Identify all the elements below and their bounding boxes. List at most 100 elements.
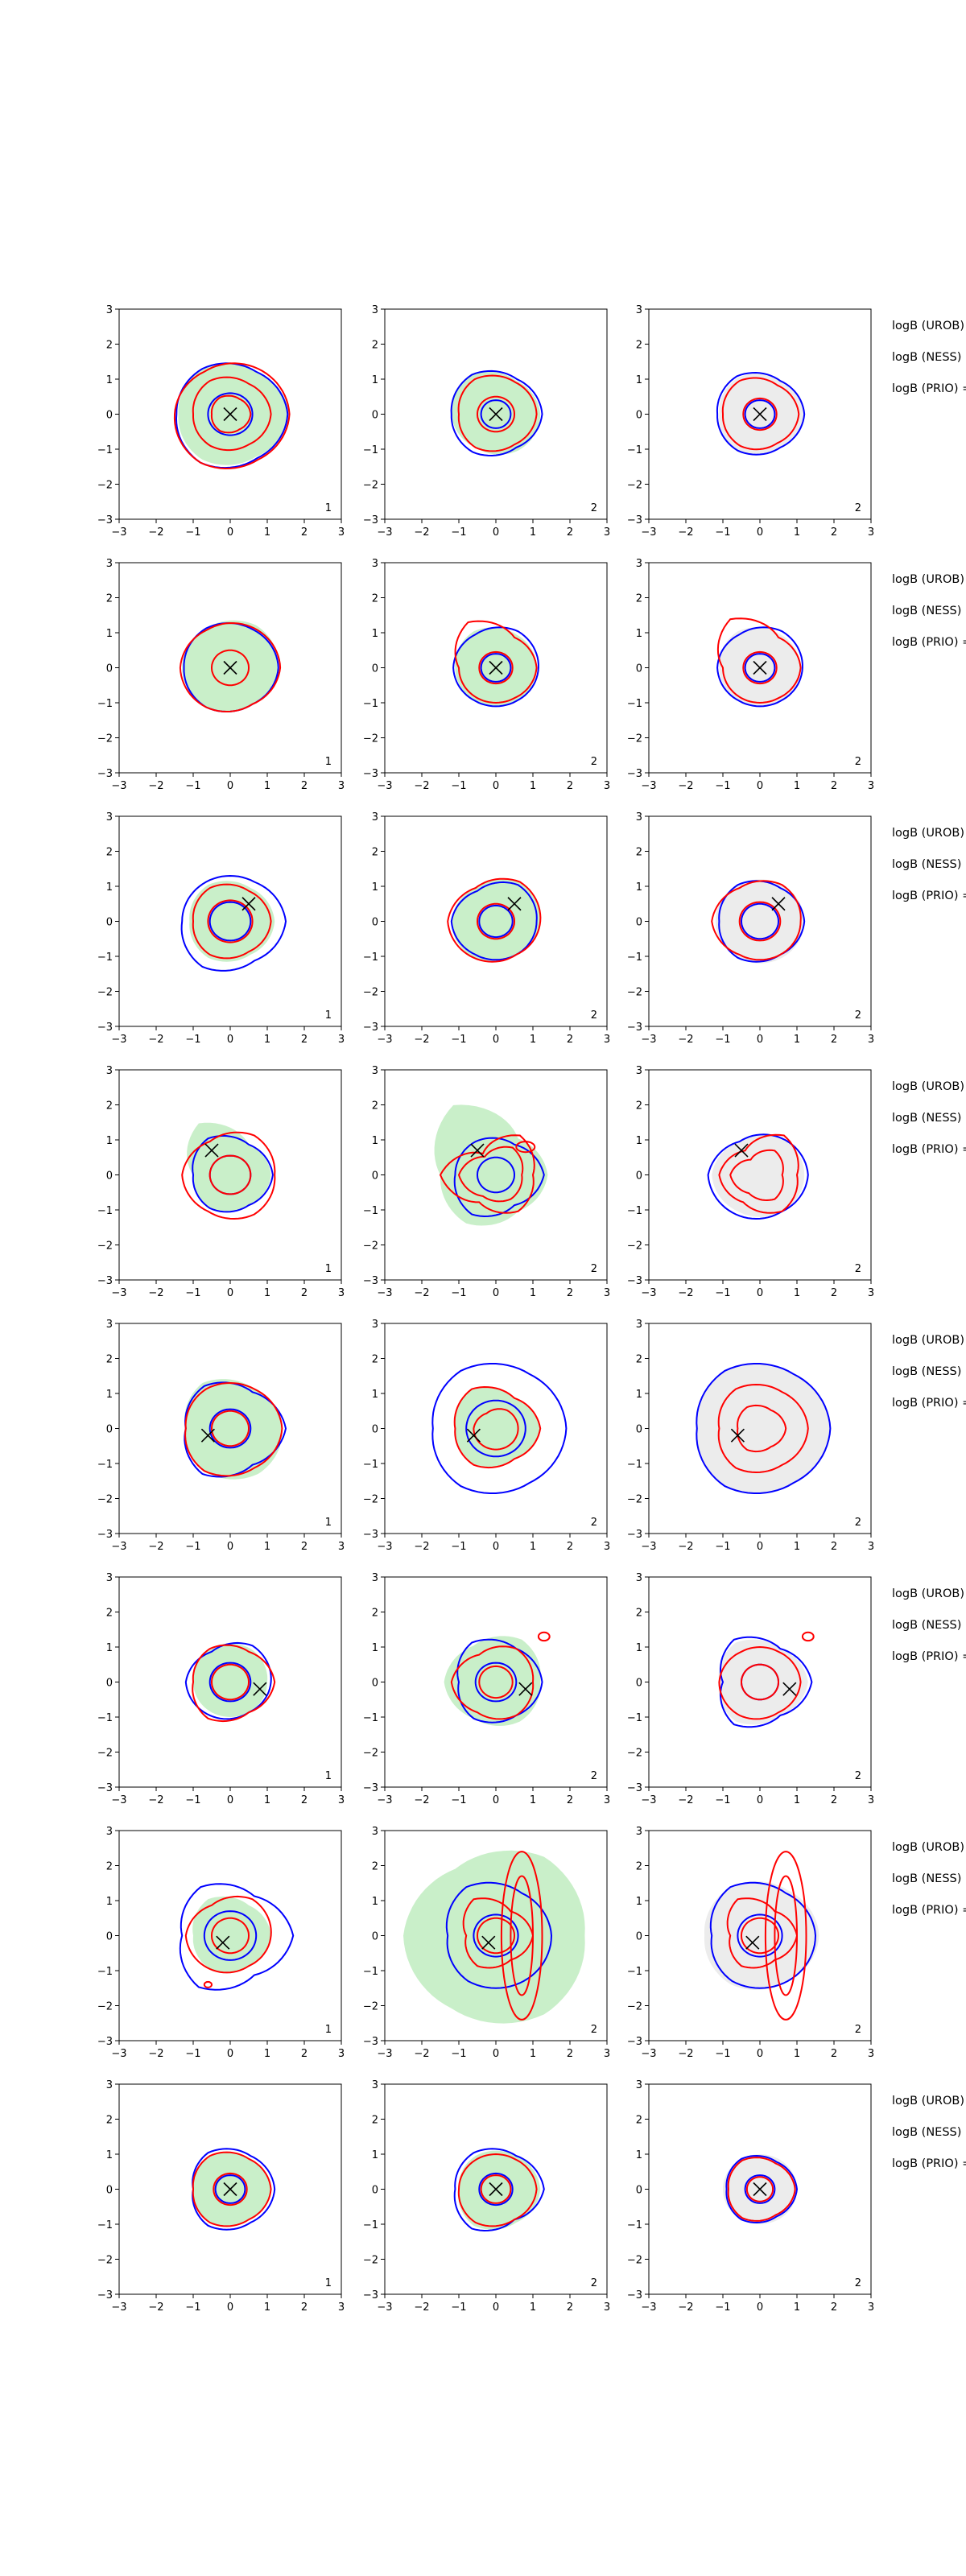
- x-tick-label: 2: [301, 1794, 308, 1806]
- x-tick-label: −2: [148, 1794, 163, 1806]
- red-contour-1: [453, 1385, 542, 1469]
- y-tick-label: 3: [372, 1065, 378, 1077]
- y-tick-label: 0: [106, 1678, 113, 1690]
- red-contour-1: [718, 1133, 799, 1214]
- y-tick-label: 2: [106, 340, 113, 352]
- y-tick-label: 0: [636, 917, 642, 929]
- x-tick-label: 1: [794, 1034, 800, 1046]
- red-contour-extra: [510, 1875, 535, 1996]
- y-tick-label: 0: [636, 1931, 642, 1943]
- x-tick-label: 0: [493, 780, 499, 792]
- x-tick-label: −2: [414, 1287, 429, 1299]
- x-tick-label: 3: [338, 1541, 345, 1553]
- side-labels-layer: logB (UROB)logB (NESS) =logB (PRIO) =log…: [892, 320, 966, 2170]
- y-tick-label: 2: [636, 1861, 642, 1873]
- blue-contour-1: [453, 1137, 545, 1218]
- density-fill: [189, 881, 275, 962]
- y-tick-label: −2: [363, 2001, 378, 2013]
- y-tick-label: 3: [106, 811, 113, 824]
- density-fill: [704, 1881, 819, 1990]
- red-contour-2: [737, 1404, 787, 1453]
- y-tick-label: 1: [636, 881, 642, 894]
- red-contour-1: [457, 2153, 538, 2227]
- y-tick-label: 2: [372, 1100, 378, 1113]
- side-label-1: logB (UROB): [892, 1334, 964, 1347]
- y-tick-label: 1: [372, 1896, 378, 1908]
- y-tick-label: 2: [372, 1354, 378, 1366]
- y-tick-label: 0: [106, 410, 113, 422]
- y-tick-label: −3: [97, 2036, 113, 2048]
- x-tick-label: 3: [868, 1794, 874, 1806]
- x-tick-label: 1: [264, 780, 270, 792]
- blue-contour-2: [737, 1913, 783, 1958]
- x-tick-label: −2: [414, 1541, 429, 1553]
- panel-number: 1: [325, 2024, 332, 2036]
- y-tick-label: −1: [97, 952, 113, 964]
- y-tick-label: 1: [372, 1135, 378, 1147]
- y-tick-label: 2: [636, 340, 642, 352]
- x-tick-label: 2: [301, 1541, 308, 1553]
- red-contour-1: [462, 1897, 535, 1969]
- side-label-1: logB (UROB): [892, 1587, 964, 1600]
- y-tick-label: 0: [106, 663, 113, 675]
- red-contour-2: [210, 1663, 250, 1701]
- y-tick-label: −2: [627, 2255, 642, 2267]
- side-labels-row-5: logB (UROB) logB (NESS) = logB (PRIO) =: [892, 1334, 966, 1410]
- x-tick-label: 1: [530, 2301, 536, 2314]
- x-tick-label: −3: [377, 1541, 392, 1553]
- x-tick-label: −3: [641, 1287, 656, 1299]
- blue-contour-2: [744, 399, 776, 429]
- blue-contour-2: [740, 902, 780, 940]
- blue-contour-2: [478, 904, 514, 939]
- x-tick-label: 3: [604, 1287, 610, 1299]
- y-tick-label: 1: [106, 2149, 113, 2161]
- x-tick-label: 0: [757, 1034, 763, 1046]
- x-tick-label: −1: [715, 1541, 730, 1553]
- y-tick-label: 0: [636, 1678, 642, 1690]
- x-tick-label: −3: [377, 2048, 392, 2060]
- blue-contour-2: [744, 2174, 776, 2204]
- red-contour-1: [454, 620, 538, 704]
- x-marker: [489, 660, 503, 675]
- x-tick-label: 2: [301, 2048, 308, 2060]
- y-tick-label: 0: [372, 663, 378, 675]
- y-tick-label: −2: [627, 1494, 642, 1506]
- x-tick-label: 2: [831, 2048, 837, 2060]
- side-label-3: logB (PRIO) =: [892, 1650, 966, 1663]
- x-tick-label: −3: [111, 526, 126, 539]
- red-contour-extra: [764, 1851, 807, 2021]
- y-tick-label: −1: [363, 1966, 378, 1978]
- red-contour-1: [450, 1645, 535, 1720]
- side-label-2: logB (NESS) =: [892, 351, 966, 364]
- side-label-1: logB (UROB): [892, 827, 964, 840]
- x-tick-label: 1: [264, 1034, 270, 1046]
- red-contour-extra: [537, 1631, 551, 1642]
- side-label-2: logB (NESS) =: [892, 1365, 966, 1378]
- x-tick-label: 0: [227, 526, 233, 539]
- x-tick-label: 3: [604, 2301, 610, 2314]
- side-label-3: logB (PRIO) =: [892, 1397, 966, 1410]
- side-label-3: logB (PRIO) =: [892, 636, 966, 649]
- y-tick-label: −1: [627, 1712, 642, 1724]
- x-tick-label: −1: [715, 1794, 730, 1806]
- red-contour-2: [207, 899, 254, 943]
- y-tick-label: −1: [97, 444, 113, 456]
- x-tick-label: 3: [604, 526, 610, 539]
- red-contour-2: [740, 1663, 780, 1701]
- y-tick-label: 2: [636, 1354, 642, 1366]
- red-contour-2: [210, 1917, 250, 1955]
- blue-contour-2: [207, 392, 254, 436]
- x-tick-label: −2: [678, 1541, 693, 1553]
- y-tick-label: −2: [627, 987, 642, 999]
- x-marker: [734, 1143, 749, 1158]
- red-contour-1: [184, 1895, 272, 1974]
- y-tick-label: 3: [372, 811, 378, 824]
